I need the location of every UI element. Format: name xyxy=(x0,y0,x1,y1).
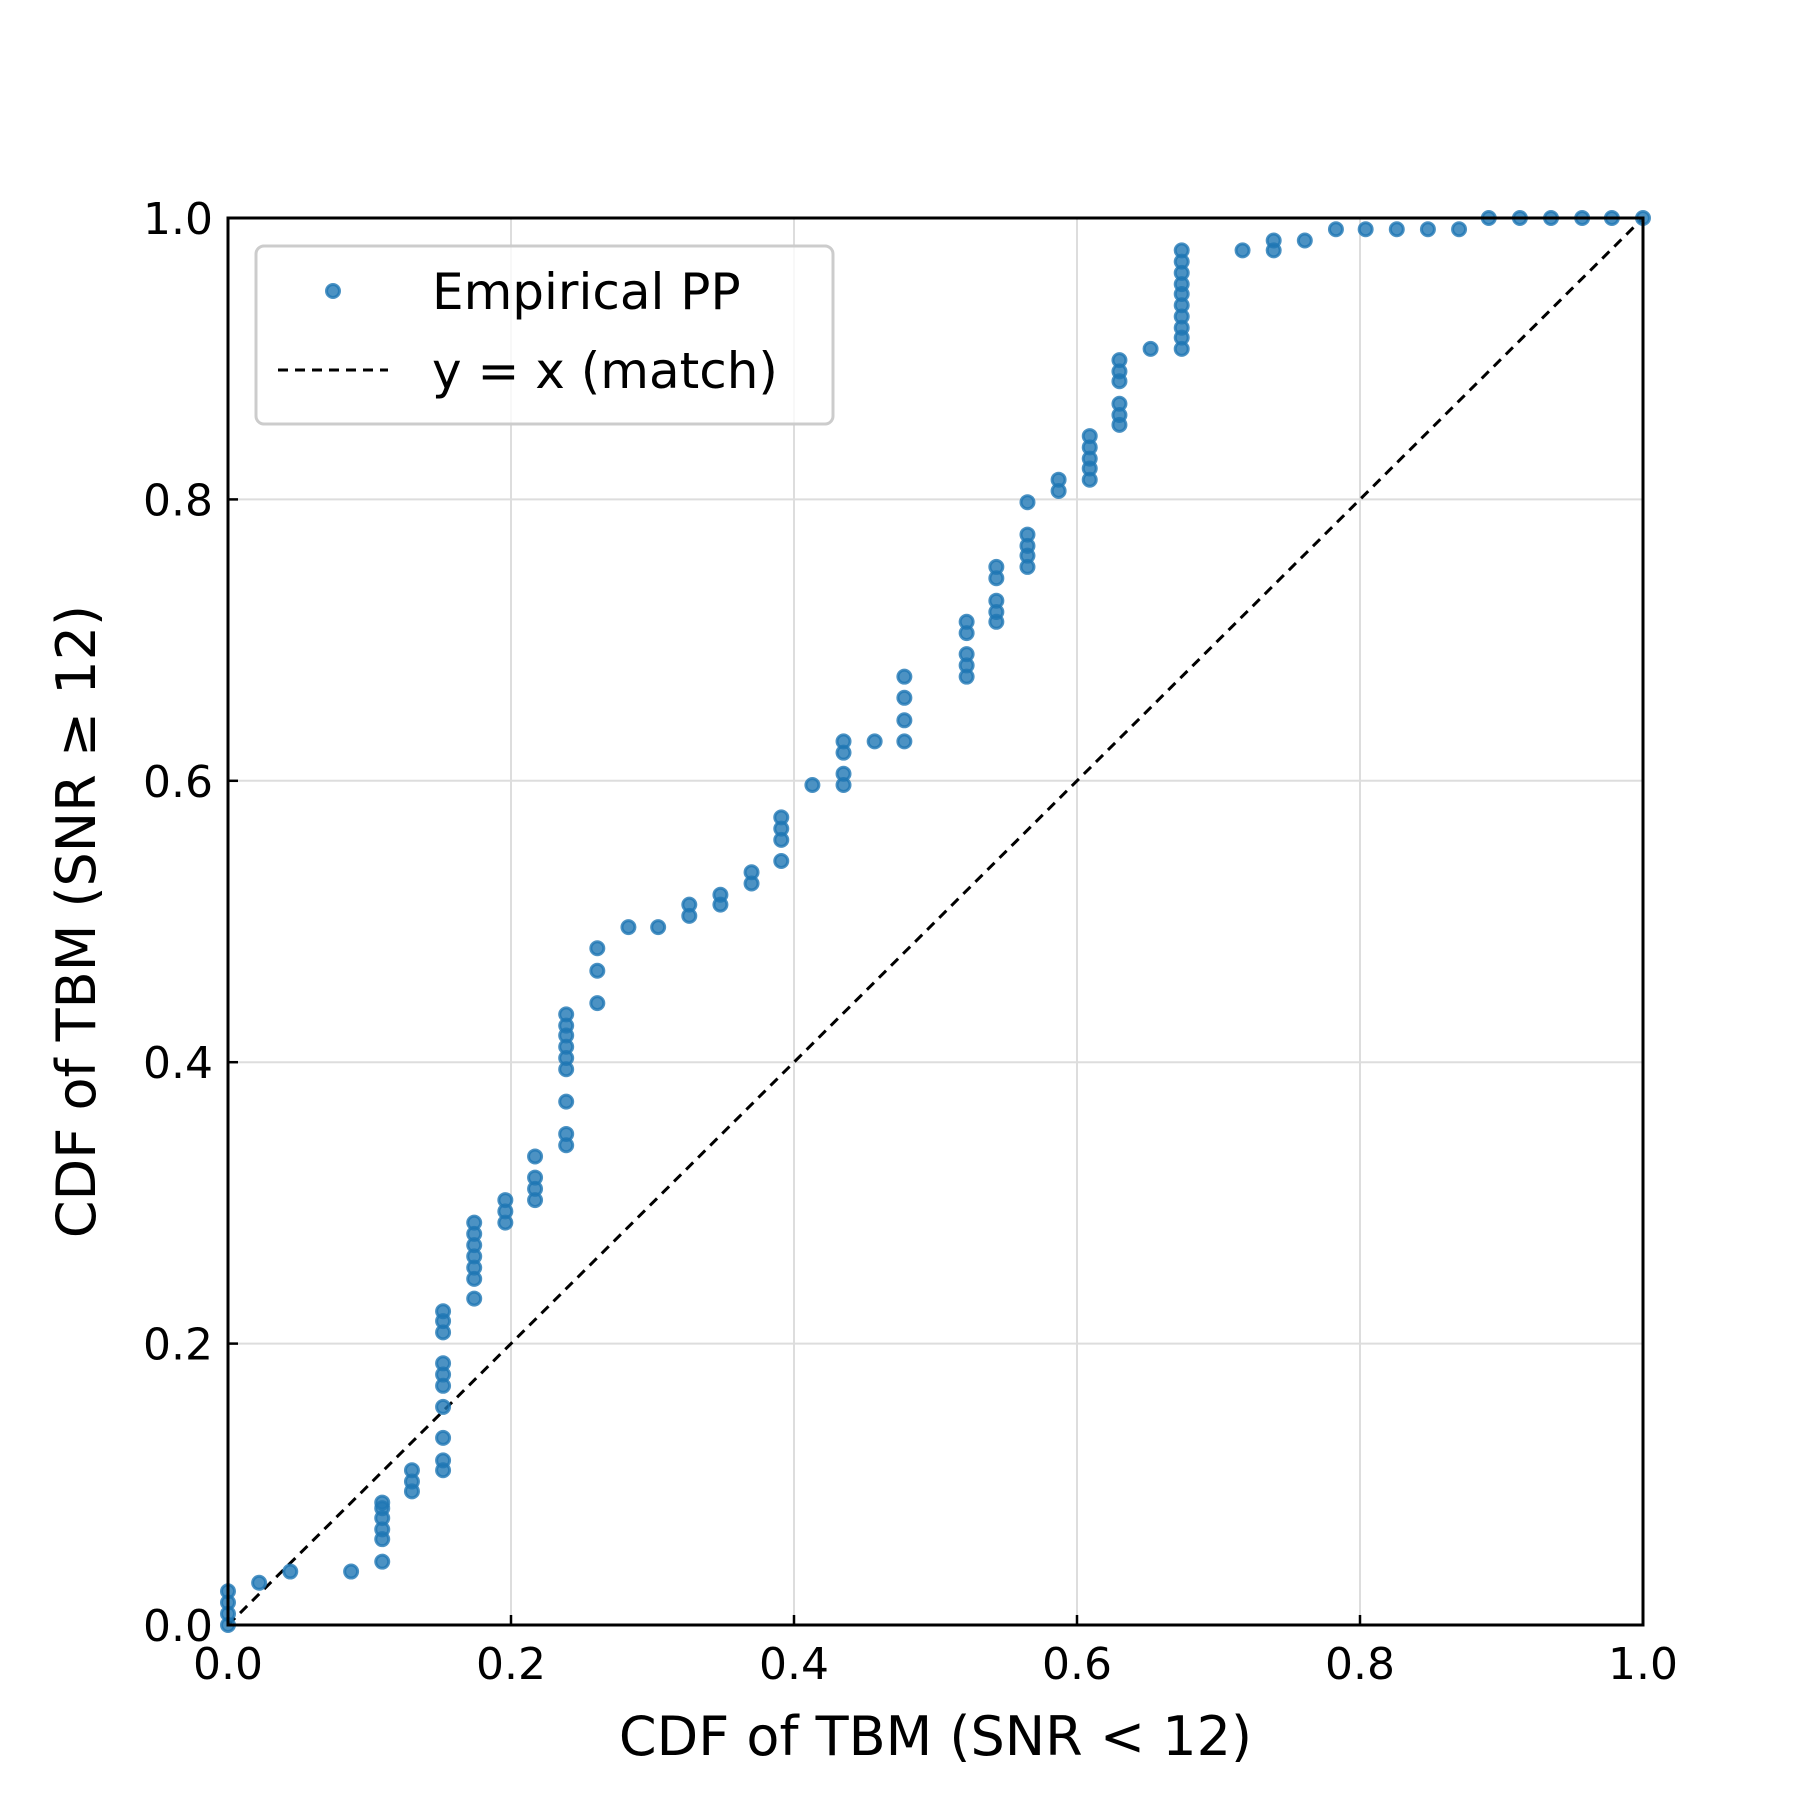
y-tick-label: 0.8 xyxy=(143,475,213,526)
data-point xyxy=(558,1125,575,1142)
data-point xyxy=(804,777,821,794)
data-point xyxy=(589,940,606,957)
x-tick-label: 0.2 xyxy=(476,1639,546,1690)
data-point xyxy=(1327,221,1344,238)
data-point xyxy=(558,1093,575,1110)
x-tick-label: 0.6 xyxy=(1042,1639,1112,1690)
x-tick-label: 1.0 xyxy=(1608,1639,1678,1690)
data-point xyxy=(743,864,760,881)
data-point xyxy=(435,1355,452,1372)
data-point xyxy=(589,962,606,979)
ticks: 0.0 0.2 0.4 0.6 0.8 1.0 0.0 0.2 0.4 0.6 0.8 1.0 xyxy=(143,194,1678,1690)
data-point xyxy=(835,765,852,782)
data-point xyxy=(1050,471,1067,488)
legend-box xyxy=(254,244,835,426)
data-point xyxy=(374,1494,391,1511)
data-point xyxy=(773,809,790,826)
data-point xyxy=(835,733,852,750)
data-point xyxy=(403,1462,420,1479)
data-point xyxy=(251,1574,268,1591)
data-point xyxy=(558,1006,575,1023)
data-point xyxy=(343,1563,360,1580)
x-axis-label: CDF of TBM (SNR < 12) xyxy=(619,1705,1252,1768)
data-point xyxy=(958,613,975,630)
data-point xyxy=(527,1169,544,1186)
y-tick-label: 0.0 xyxy=(143,1601,213,1652)
x-tick-label: 0.8 xyxy=(1325,1639,1395,1690)
data-point xyxy=(435,1398,452,1415)
data-point xyxy=(435,1452,452,1469)
data-point xyxy=(1173,242,1190,259)
data-point xyxy=(1142,340,1159,357)
legend-marker-empirical xyxy=(325,283,341,299)
plot-frame xyxy=(226,216,1645,1627)
y-tick-label: 0.4 xyxy=(143,1038,213,1089)
data-point xyxy=(896,733,913,750)
data-point xyxy=(589,995,606,1012)
reference-line-layer xyxy=(226,216,1645,1627)
data-point xyxy=(1111,395,1128,412)
data-point xyxy=(1451,221,1468,238)
data-point xyxy=(773,852,790,869)
data-point xyxy=(374,1553,391,1570)
data-point xyxy=(1019,494,1036,511)
y-tick-label: 1.0 xyxy=(143,194,213,245)
legend: Empirical PP y = x (match) xyxy=(254,244,835,426)
data-point xyxy=(866,733,883,750)
data-point xyxy=(988,592,1005,609)
y-axis-label: CDF of TBM (SNR ≥ 12) xyxy=(45,605,108,1238)
data-point xyxy=(896,689,913,706)
legend-label-reference: y = x (match) xyxy=(432,342,778,400)
x-tick-label: 0.0 xyxy=(193,1639,263,1690)
data-point xyxy=(282,1563,299,1580)
data-point xyxy=(896,668,913,685)
data-point xyxy=(1234,242,1251,259)
data-point xyxy=(681,896,698,913)
data-point xyxy=(466,1214,483,1231)
data-point xyxy=(1111,352,1128,369)
legend-label-empirical: Empirical PP xyxy=(432,263,741,321)
data-point xyxy=(988,558,1005,575)
data-point xyxy=(620,919,637,936)
data-point xyxy=(497,1192,514,1209)
x-tick-label: 0.4 xyxy=(759,1639,829,1690)
data-point xyxy=(435,1429,452,1446)
data-point xyxy=(1357,221,1374,238)
y-tick-label: 0.6 xyxy=(143,757,213,808)
data-point xyxy=(650,919,667,936)
data-point xyxy=(1388,221,1405,238)
data-point xyxy=(435,1303,452,1320)
data-point xyxy=(1265,232,1282,249)
data-point xyxy=(896,712,913,729)
data-point xyxy=(466,1290,483,1307)
reference-line xyxy=(226,216,1645,1627)
data-point xyxy=(1081,428,1098,445)
data-point xyxy=(1296,232,1313,249)
y-tick-label: 0.2 xyxy=(143,1320,213,1371)
data-point xyxy=(1419,221,1436,238)
data-point xyxy=(712,886,729,903)
data-point xyxy=(1019,526,1036,543)
data-point xyxy=(958,646,975,663)
data-point xyxy=(527,1148,544,1165)
